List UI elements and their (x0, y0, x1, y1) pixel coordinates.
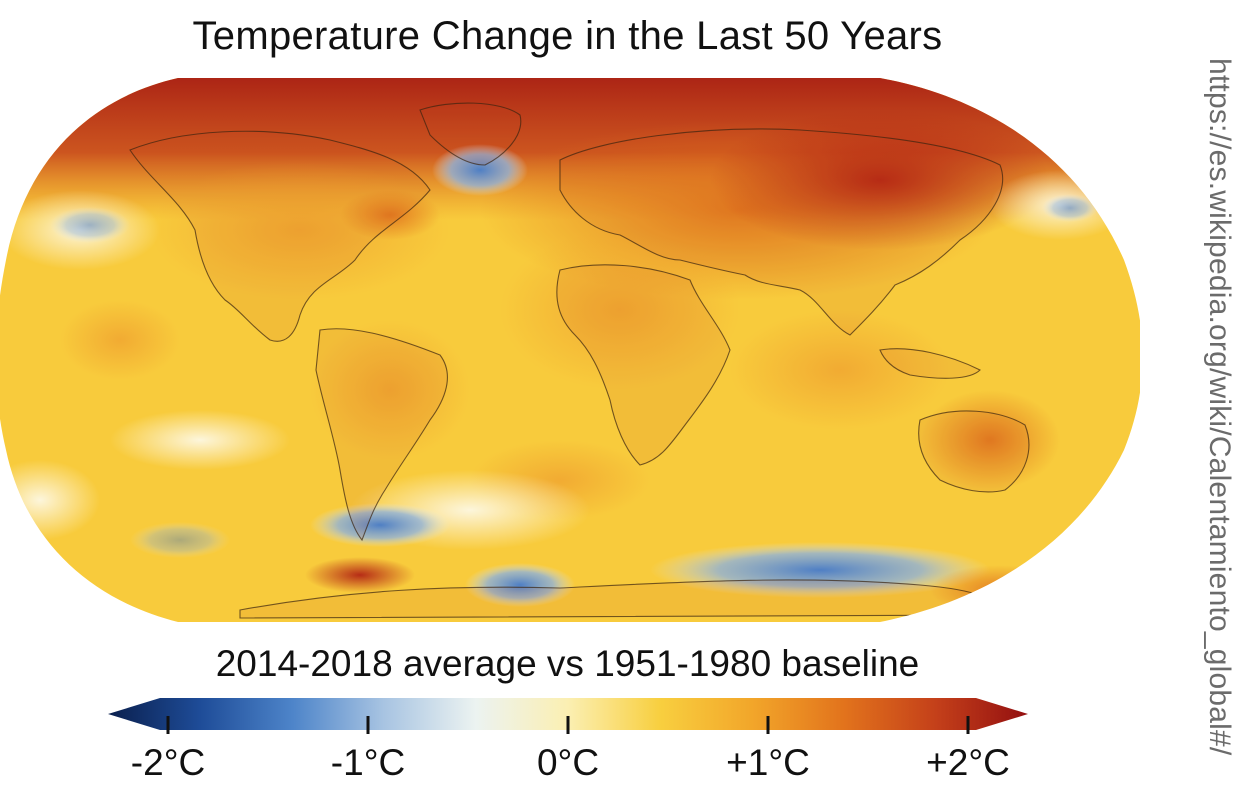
greenland-outline (419, 102, 522, 166)
colorbar-tick-label: +1°C (726, 742, 810, 783)
colorbar-svg (108, 698, 1028, 734)
map-subtitle: 2014-2018 average vs 1951-1980 baseline (215, 643, 920, 684)
colorbar-ticks (166, 716, 970, 734)
indonesia-outline (879, 348, 981, 379)
colorbar-legend: -2°C -1°C 0°C +1°C +2°C (108, 696, 1033, 806)
temperature-anomaly-map (0, 70, 1140, 630)
north-america-outline (129, 130, 431, 342)
source-url: https://es.wikipedia.org/wiki/Calentamie… (1203, 58, 1236, 756)
map-field (0, 78, 1140, 622)
africa-outline (556, 264, 731, 466)
world-map-svg (0, 78, 1140, 622)
colorbar-tick-label: -2°C (130, 742, 206, 783)
colorbar-gradient (108, 698, 1028, 730)
australia-outline (918, 410, 1030, 493)
colorbar-tick-label: 0°C (536, 742, 600, 783)
eurasia-outline (559, 128, 1004, 336)
colorbar-tick-label: +2°C (926, 742, 1010, 783)
colorbar-tick-label: -1°C (330, 742, 406, 783)
map-title: Temperature Change in the Last 50 Years (192, 14, 943, 58)
south-america-outline (315, 328, 448, 542)
